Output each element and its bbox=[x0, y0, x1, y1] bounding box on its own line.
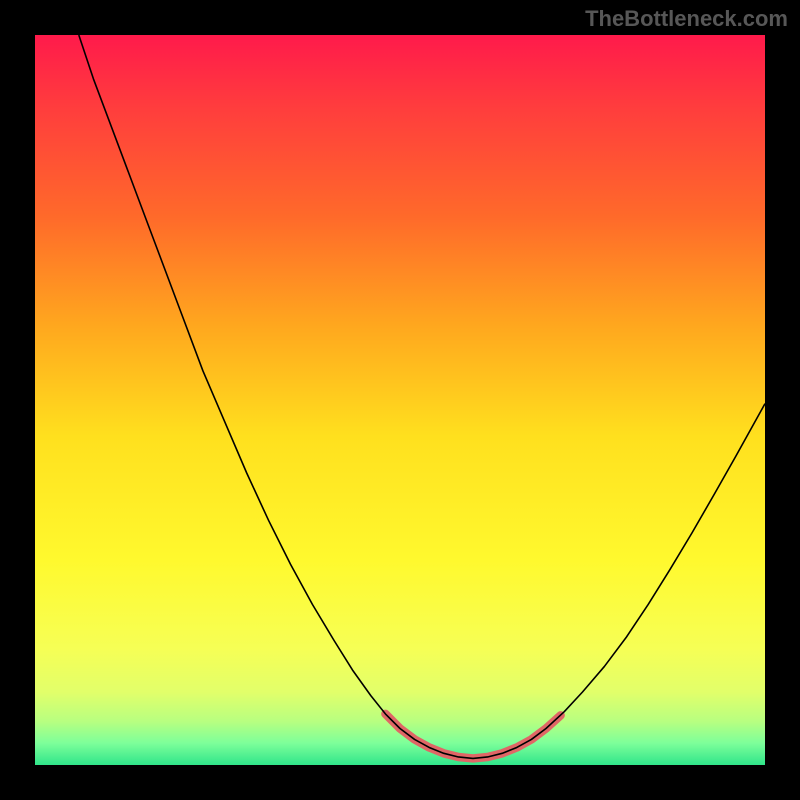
watermark-text: TheBottleneck.com bbox=[585, 6, 788, 32]
bottleneck-curve-chart bbox=[0, 0, 800, 800]
chart-frame: TheBottleneck.com bbox=[0, 0, 800, 800]
plot-background bbox=[35, 35, 765, 765]
